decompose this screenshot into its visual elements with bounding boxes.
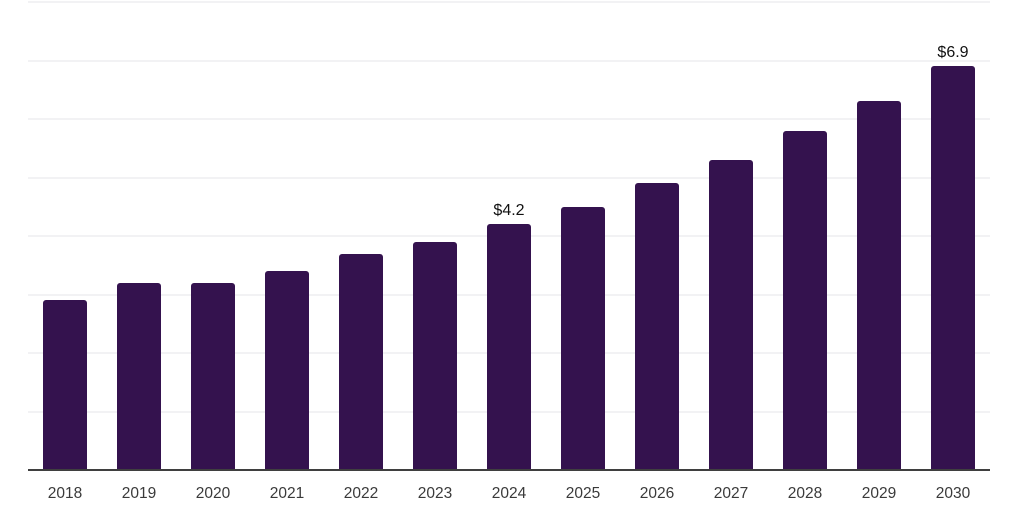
bar-2027[interactable] [709,159,753,470]
gridline [28,118,990,120]
x-tick-label-2021: 2021 [269,485,305,502]
bar-2024[interactable] [487,224,531,470]
x-tick-label-2029: 2029 [861,485,897,502]
x-tick-label-2019: 2019 [121,485,157,502]
x-tick-label-2028: 2028 [787,485,823,502]
x-tick-label-2027: 2027 [713,485,749,502]
x-tick-label-2026: 2026 [639,485,675,502]
bar-2020[interactable] [191,282,235,470]
gridline [28,176,990,179]
bar-2026[interactable] [635,183,679,470]
bar-2028[interactable] [783,130,827,470]
bar-2019[interactable] [117,282,161,470]
x-tick-label-2025: 2025 [565,485,601,502]
bar-2025[interactable] [561,206,605,470]
data-label-2024: $4.2 [493,202,525,220]
x-tick-label-2024: 2024 [491,485,527,502]
bar-2021[interactable] [265,271,309,470]
bar-2023[interactable] [413,241,457,470]
bar-2030[interactable] [931,66,975,470]
x-tick-label-2023: 2023 [417,485,453,502]
x-tick-label-2018: 2018 [47,485,83,502]
bar-2022[interactable] [339,253,383,470]
x-axis-line [28,468,990,471]
gridline [28,1,990,3]
gridline [28,59,990,62]
x-tick-label-2022: 2022 [343,485,379,502]
data-label-2030: $6.9 [937,44,969,62]
x-tick-label-2020: 2020 [195,485,231,502]
x-tick-label-2030: 2030 [935,485,971,502]
bar-2018[interactable] [43,300,87,470]
bar-2029[interactable] [857,101,901,470]
